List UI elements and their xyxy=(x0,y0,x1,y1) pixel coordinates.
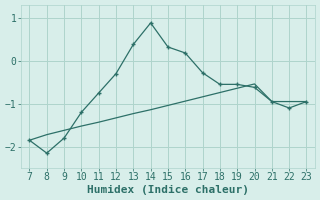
X-axis label: Humidex (Indice chaleur): Humidex (Indice chaleur) xyxy=(87,185,249,195)
